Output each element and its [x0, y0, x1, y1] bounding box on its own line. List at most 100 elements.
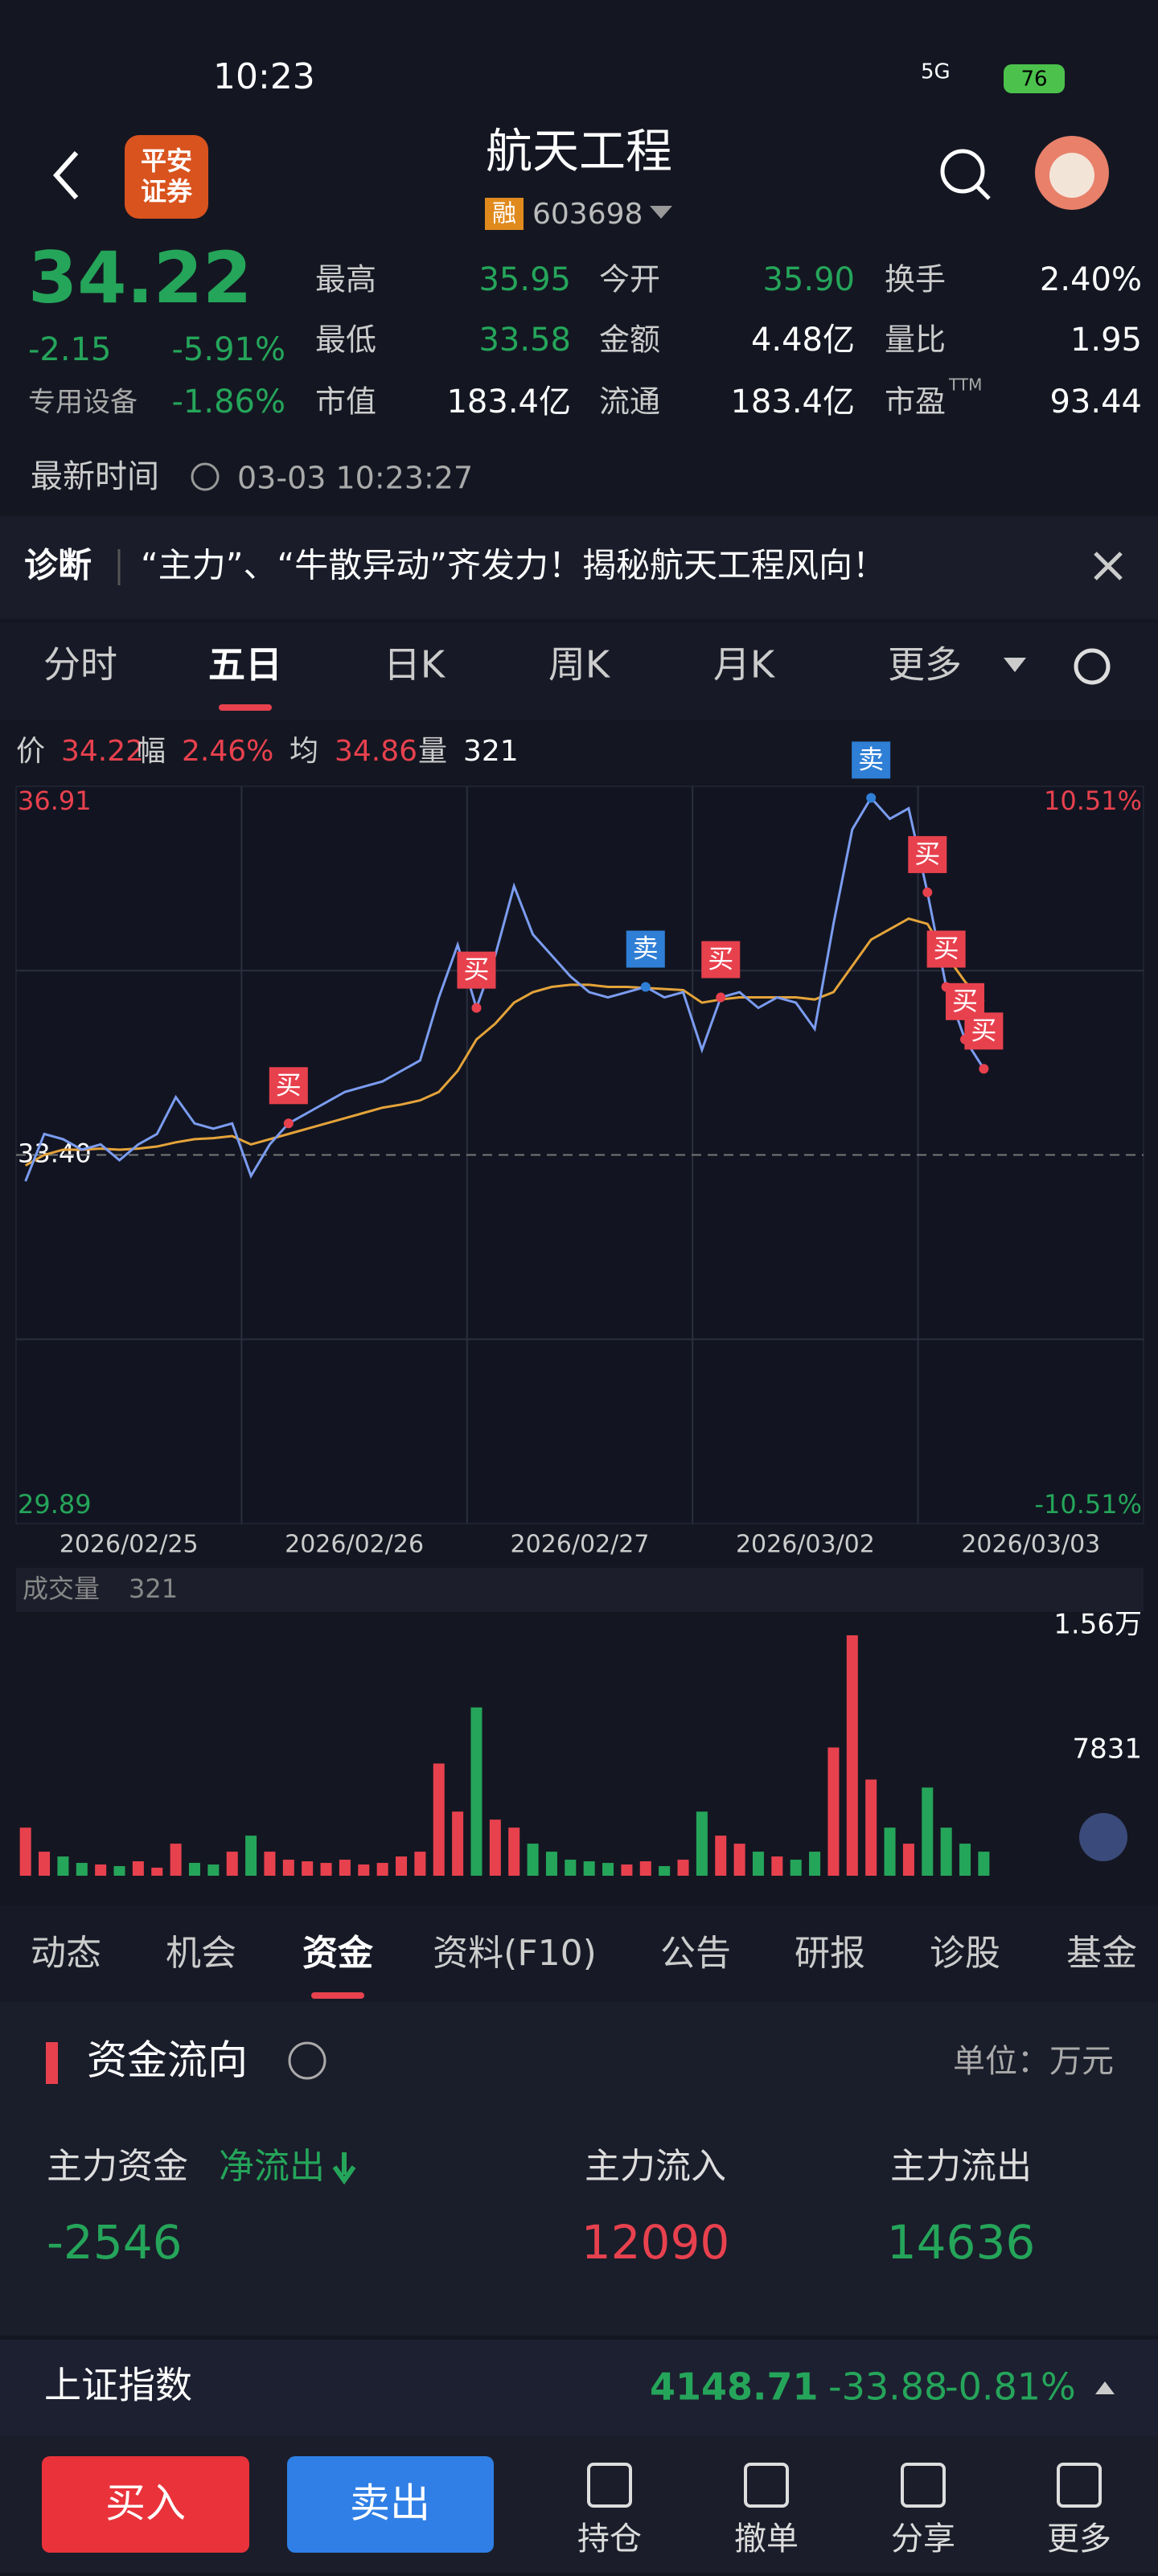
date-label: 2026/03/03: [961, 1531, 1100, 1559]
close-button[interactable]: [1094, 552, 1123, 580]
stat-value: 33.58: [478, 322, 571, 359]
info-label: 价: [16, 735, 45, 768]
chart-tab[interactable]: 五日: [208, 643, 282, 687]
volume-bar: [39, 1852, 51, 1876]
outflow: 14636: [887, 2215, 1036, 2270]
tab-underline: [219, 704, 272, 711]
volume-bar: [414, 1852, 426, 1876]
index-change-pct: -0.81%: [945, 2365, 1076, 2409]
volume-label: 成交量: [23, 1573, 100, 1604]
avg-line: [24, 917, 985, 1167]
chart-tab[interactable]: 日K: [384, 643, 446, 687]
last-price: 34.22: [28, 236, 252, 319]
nav-icon[interactable]: [1057, 2463, 1102, 2508]
net-flow: -2546: [47, 2215, 183, 2270]
volume-bar: [771, 1856, 783, 1876]
info-icon[interactable]: [288, 2041, 326, 2080]
index-bar[interactable]: [0, 2340, 1158, 2436]
signal-dot: [922, 887, 933, 897]
signal-box: [852, 741, 891, 779]
volume-bar: [527, 1844, 539, 1876]
volume-bar: [827, 1747, 840, 1876]
stat-label: 今开: [599, 262, 660, 297]
stat-label: 金额: [599, 322, 660, 358]
chart-tab[interactable]: 更多: [888, 643, 962, 687]
nav-label: 分享: [891, 2521, 955, 2558]
main-fund-label: 主力资金: [47, 2146, 188, 2187]
index-value: 4148.71: [650, 2365, 819, 2409]
signal-label: 买: [463, 954, 489, 985]
expand-button[interactable]: [1079, 1813, 1127, 1861]
volume-bar: [959, 1844, 971, 1876]
volume-bar: [339, 1860, 351, 1876]
info-tab[interactable]: 诊股: [930, 1933, 1000, 1974]
signal-dot: [979, 1064, 989, 1074]
volume-bar: [545, 1852, 557, 1876]
nav-icon[interactable]: [587, 2463, 632, 2508]
info-tab[interactable]: 公告: [660, 1933, 731, 1974]
back-button[interactable]: [52, 151, 79, 199]
buy-label: 买入: [105, 2480, 186, 2527]
stat-value: 1.95: [1070, 322, 1142, 359]
info-label: 均: [290, 735, 318, 768]
nav-icon[interactable]: [901, 2463, 946, 2508]
buy-button[interactable]: [42, 2456, 249, 2553]
info-tab[interactable]: 研报: [795, 1933, 865, 1974]
down-arrow: [332, 2152, 356, 2185]
info-icon[interactable]: [191, 462, 220, 491]
info-tab[interactable]: 资料(F10): [433, 1933, 597, 1974]
volume-bar: [188, 1863, 200, 1876]
info-tab[interactable]: 动态: [31, 1933, 101, 1974]
volume-header: [16, 1568, 1144, 1612]
fund-flow-card: [0, 2002, 1158, 2336]
chart-tab[interactable]: 月K: [713, 643, 776, 687]
stock-code: 603698: [532, 198, 643, 231]
info-tab-bar: [0, 1905, 1158, 2002]
volume-bar: [865, 1779, 877, 1876]
chart-tab[interactable]: 周K: [548, 643, 611, 687]
signal-label: 买: [952, 986, 978, 1016]
stat-label: 量比: [885, 322, 946, 358]
volume-bar: [396, 1856, 408, 1876]
volume-bar: [583, 1861, 595, 1876]
info-tab[interactable]: 基金: [1066, 1933, 1137, 1974]
chart-tab[interactable]: 分时: [43, 643, 117, 687]
signal-box: [964, 1012, 1004, 1050]
volume-bar: [19, 1827, 31, 1876]
expand-arrow[interactable]: [1095, 2381, 1115, 2394]
volume-bar: [132, 1861, 144, 1876]
diagnosis-text[interactable]: “主力”、“牛散异动”齐发力！揭秘航天工程风向！: [141, 546, 886, 585]
volume-bar: [76, 1863, 88, 1876]
stat-sup: TTM: [948, 375, 982, 395]
date-label: 2026/02/27: [511, 1531, 650, 1559]
stat-label: 换手: [885, 262, 946, 297]
volume-bar: [790, 1860, 802, 1876]
volume-bar: [282, 1860, 294, 1876]
stock-name: 航天工程: [486, 124, 672, 178]
nav-icon[interactable]: [744, 2463, 789, 2508]
signal-label: 买: [971, 1015, 996, 1045]
volume-bar: [113, 1866, 125, 1876]
update-time: 03-03 10:23:27: [237, 461, 473, 496]
volume-bar: [376, 1863, 388, 1876]
price-change-pct: -5.91%: [171, 331, 285, 368]
signal-dot: [716, 992, 726, 1003]
signal-box: [269, 1067, 308, 1105]
date-label: 2026/02/25: [60, 1531, 199, 1559]
avatar-face: [1049, 153, 1094, 198]
volume-bar: [696, 1811, 708, 1876]
code-dropdown[interactable]: [650, 206, 672, 219]
info-value: 34.22: [61, 735, 144, 768]
volume-value: 321: [129, 1573, 178, 1604]
sell-button[interactable]: [287, 2456, 494, 2553]
stat-value: 2.40%: [1040, 261, 1142, 298]
info-tab[interactable]: 资金: [302, 1933, 374, 1974]
info-tab[interactable]: 机会: [166, 1933, 236, 1974]
volume-bar: [470, 1707, 482, 1876]
settings-icon[interactable]: [1074, 648, 1111, 685]
search-icon[interactable]: [940, 149, 985, 194]
date-label: 2026/02/26: [285, 1531, 424, 1559]
stat-value: 35.95: [478, 261, 571, 298]
volume-bar: [433, 1763, 445, 1876]
